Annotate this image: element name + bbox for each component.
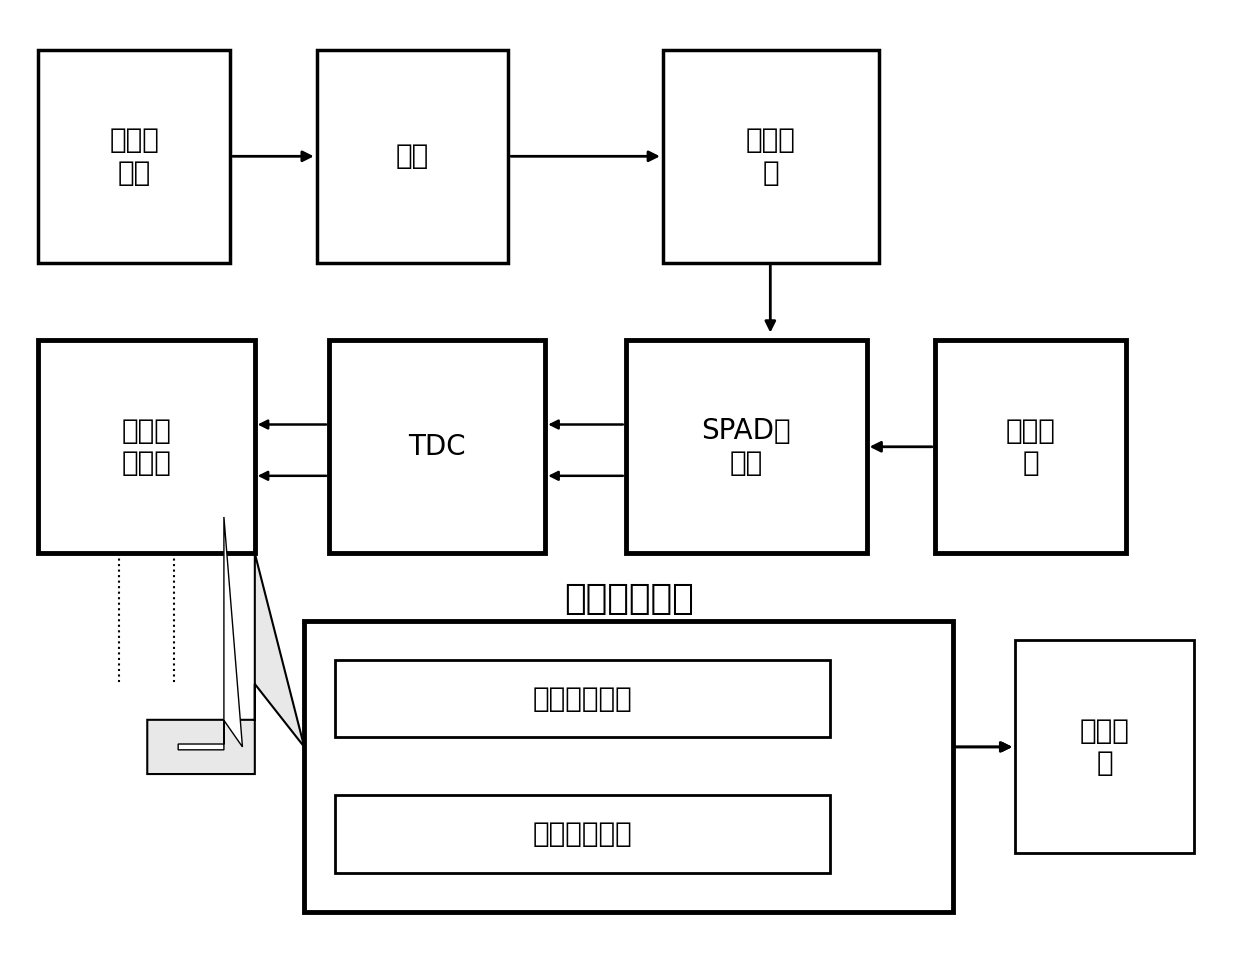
FancyBboxPatch shape [317, 50, 508, 263]
Text: SPAD传
感器: SPAD传 感器 [701, 417, 790, 477]
FancyBboxPatch shape [38, 50, 230, 263]
Text: 脉冲激
光器: 脉冲激 光器 [109, 126, 160, 186]
Text: 样品: 样品 [395, 143, 429, 170]
FancyBboxPatch shape [934, 340, 1126, 553]
FancyBboxPatch shape [38, 340, 255, 553]
FancyBboxPatch shape [626, 340, 867, 553]
FancyBboxPatch shape [336, 659, 830, 737]
Text: 时间门
控: 时间门 控 [1006, 417, 1056, 477]
Text: 数据读
出: 数据读 出 [1079, 717, 1130, 777]
FancyBboxPatch shape [330, 340, 545, 553]
Text: 数据处理模块: 数据处理模块 [565, 583, 694, 617]
Text: TDC: TDC [409, 433, 466, 461]
Polygon shape [178, 517, 243, 750]
FancyBboxPatch shape [336, 795, 830, 873]
Text: 数据计
数模块: 数据计 数模块 [121, 417, 171, 477]
Text: 荧光寿命数据: 荧光寿命数据 [533, 820, 632, 848]
FancyBboxPatch shape [305, 621, 953, 912]
FancyBboxPatch shape [1015, 641, 1194, 854]
Text: 拉曼光谱数据: 拉曼光谱数据 [533, 685, 632, 713]
FancyBboxPatch shape [663, 50, 880, 263]
Text: 光学系
统: 光学系 统 [746, 126, 795, 186]
Polygon shape [147, 553, 305, 774]
Polygon shape [178, 517, 243, 750]
